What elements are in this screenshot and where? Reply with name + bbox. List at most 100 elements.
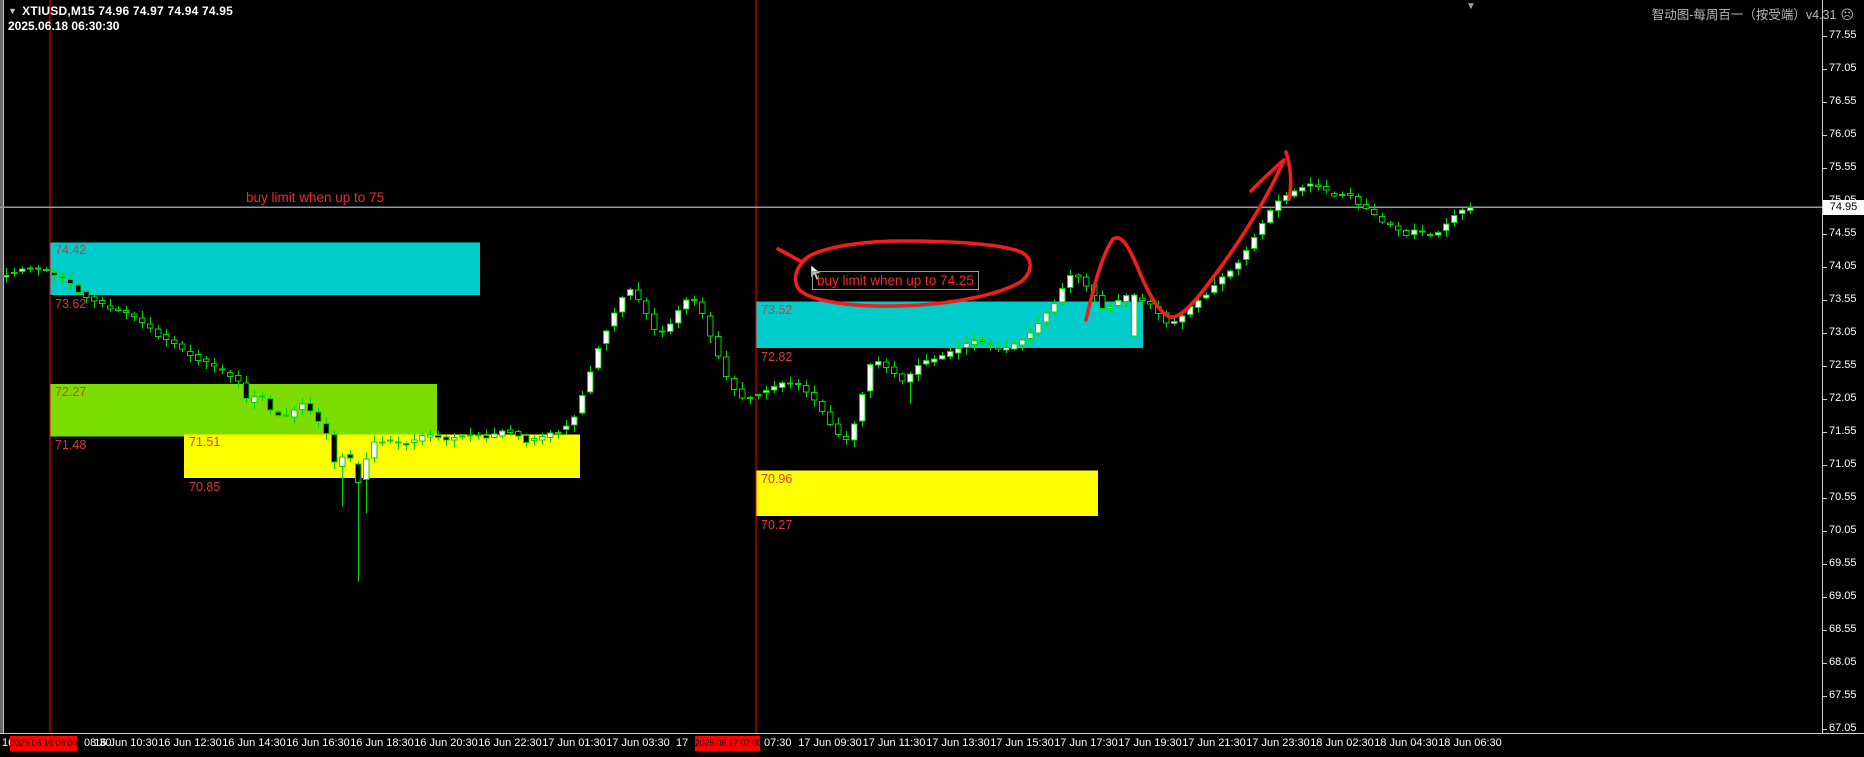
candle-body: [339, 456, 346, 467]
candle-body: [963, 343, 970, 349]
price-axis-tick: [1823, 398, 1827, 400]
candle-body: [587, 371, 594, 393]
candle-body: [123, 310, 130, 314]
zone-cyan-1[interactable]: [50, 242, 480, 296]
candle-body: [1059, 288, 1066, 303]
annotation-buy-limit-7425[interactable]: buy limit when up to 74.25: [812, 271, 979, 290]
candle-body: [259, 395, 266, 398]
candle-body: [1371, 209, 1378, 215]
price-axis-tick: [1823, 563, 1827, 565]
zone-top-price-label: 74.42: [55, 243, 87, 258]
candle-body: [795, 382, 802, 385]
candle-body: [627, 288, 634, 296]
candle-body: [371, 441, 378, 459]
chart-shift-marker-icon[interactable]: ▼: [1466, 1, 1476, 12]
candle-body: [771, 385, 778, 391]
candle-body: [347, 453, 354, 459]
candle-body: [851, 423, 858, 441]
price-axis-tick: [1823, 68, 1827, 70]
zone-yellow-2[interactable]: [756, 470, 1098, 517]
candle-body: [787, 382, 794, 385]
candle-body: [299, 403, 306, 410]
candle-body: [1083, 276, 1090, 287]
candle-body: [1307, 183, 1314, 187]
annotation-buy-limit-75[interactable]: buy limit when up to 75: [246, 190, 385, 205]
candle-body: [883, 361, 890, 369]
candle-body: [707, 315, 714, 337]
price-axis[interactable]: 77.5577.0576.5576.0575.5575.0574.5574.05…: [1822, 0, 1864, 734]
price-axis-label: 74.05: [1829, 260, 1857, 273]
candle-body: [51, 272, 58, 276]
candle-body: [1043, 312, 1050, 323]
candle-body: [1363, 204, 1370, 209]
symbol-dropdown-icon[interactable]: ▼: [8, 6, 18, 16]
candle-body: [115, 308, 122, 311]
candle-body: [1387, 222, 1394, 226]
time-axis-label: 17 Jun 01:30: [542, 737, 606, 749]
price-axis-tick: [1823, 266, 1827, 268]
candle-body: [859, 394, 866, 422]
mouse-cursor: [810, 264, 822, 281]
chart-datetime: 2025.06.18 06:30:30: [8, 19, 120, 33]
hand-drawn-arrow[interactable]: [1084, 158, 1286, 322]
candle-body: [987, 343, 994, 346]
price-axis-tick: [1823, 167, 1827, 169]
candle-body: [1027, 332, 1034, 339]
supply-demand-zones[interactable]: [50, 242, 1143, 517]
candle-body: [595, 348, 602, 369]
candle-body: [651, 313, 658, 330]
price-axis-tick: [1823, 365, 1827, 367]
zone-cyan-2[interactable]: [756, 301, 1143, 348]
time-axis-label: 17 Jun 23:30: [1246, 737, 1310, 749]
zone-bottom-price-label: 70.85: [189, 479, 221, 494]
candle-body: [219, 368, 226, 371]
candle-body: [531, 437, 538, 441]
candle-body: [835, 423, 842, 435]
candle-body: [1179, 315, 1186, 323]
candle-body: [467, 434, 474, 437]
candle-body: [451, 437, 458, 441]
indicator-title: 智动图-每周百一（按受端）v4.31 ☹: [1652, 4, 1854, 23]
price-axis-tick: [1823, 497, 1827, 499]
candle-body: [483, 435, 490, 439]
candle-body: [211, 362, 218, 367]
candle-body: [747, 397, 754, 400]
candle-body: [579, 394, 586, 414]
candle-body: [179, 343, 186, 350]
candle-body: [131, 313, 138, 318]
red-hand-drawings[interactable]: [776, 150, 1293, 322]
price-axis-label: 71.05: [1829, 458, 1857, 471]
candle-body: [203, 358, 210, 363]
candle-body: [435, 434, 442, 439]
candle-body: [83, 291, 90, 299]
zone-bottom-price-label: 72.82: [761, 349, 793, 364]
hand-drawn-arrowhead-tail[interactable]: [1284, 150, 1293, 201]
candle-body: [1275, 200, 1282, 212]
candlesticks: [3, 177, 1474, 582]
hand-drawn-arrowhead-barb[interactable]: [1249, 158, 1286, 193]
price-axis-tick: [1823, 596, 1827, 598]
candle-body: [363, 458, 370, 480]
candle-body: [1131, 294, 1138, 337]
price-axis-label: 70.05: [1829, 524, 1857, 537]
candle-body: [1299, 187, 1306, 192]
candle-body: [1195, 299, 1202, 308]
candle-body: [355, 463, 362, 483]
price-axis-tick: [1823, 464, 1827, 466]
hand-drawn-ellipse[interactable]: [776, 239, 1032, 308]
candle-body: [1099, 295, 1106, 309]
symbol-info[interactable]: ▼ XTIUSD,M15 74.96 74.97 74.94 74.95: [8, 4, 233, 18]
vertical-time-lines[interactable]: [49, 0, 757, 733]
candle-body: [459, 435, 466, 438]
candle-body: [1291, 190, 1298, 197]
candle-body: [395, 441, 402, 444]
sad-face-icon[interactable]: ☹: [1840, 7, 1854, 22]
candle-body: [251, 396, 258, 404]
zone-bottom-price-label: 70.27: [761, 518, 793, 533]
candle-body: [35, 267, 42, 270]
time-axis[interactable]: 16 Jun 10:30 16 Jun 12:30 16 Jun 14:30 16 J…: [0, 733, 1864, 757]
candle-body: [1075, 274, 1082, 278]
candle-body: [899, 373, 906, 382]
